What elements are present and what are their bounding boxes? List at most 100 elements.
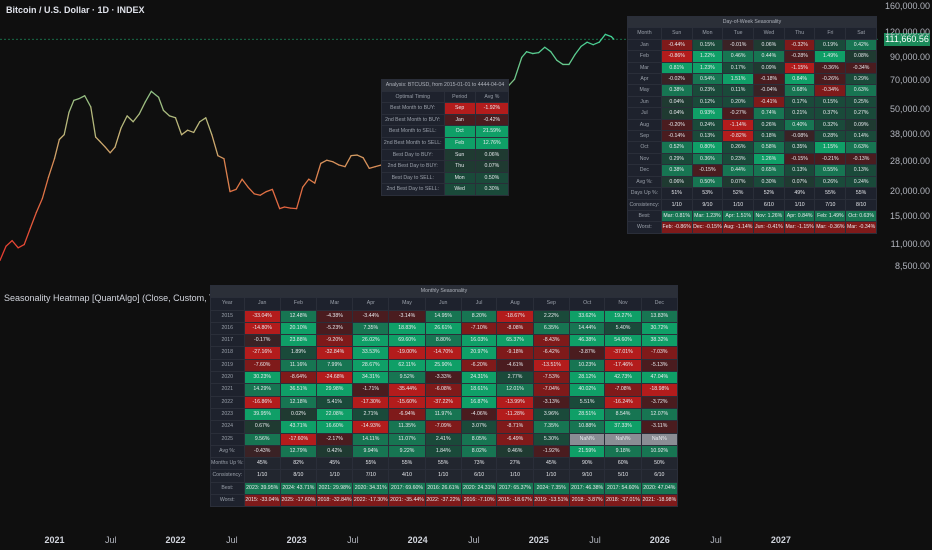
- price-line-segment: [58, 134, 65, 141]
- x-tick-label: Jul: [347, 535, 359, 545]
- table-cell: 0.17%: [722, 61, 755, 75]
- table-row: Days Up %: 51% 53% 52% 52% 49% 55% 55%: [627, 187, 877, 200]
- table-cell: Feb: [443, 136, 476, 150]
- table-cell: 34.31%: [352, 371, 390, 385]
- x-tick-label: 2027: [770, 535, 791, 545]
- table-cell: -0.01%: [722, 38, 755, 52]
- table-cell: 2022: -37.22%: [424, 494, 462, 508]
- table-row: Consistency: 1/10 8/10 1/10 7/10 4/10 1/10 6/10…: [210, 469, 679, 483]
- table-cell: 40.02%: [568, 383, 606, 397]
- price-line-segment: [144, 90, 152, 103]
- table-cell: 2019: -13.51%: [532, 494, 570, 508]
- table-row: 2018 -27.16% 1.89% -32.84% 33.53% -19.00% -14.…: [210, 346, 679, 360]
- table-cell: 30.72%: [640, 321, 679, 336]
- table-cell: 0.68%: [783, 84, 816, 97]
- table-cell: 2023: 39.95%: [243, 481, 281, 496]
- table-cell: -32.84%: [315, 346, 354, 360]
- price-line-segment: [580, 41, 588, 48]
- price-line-segment: [598, 33, 606, 43]
- price-line-segment: [604, 33, 613, 38]
- table-cell: 0.17%: [783, 95, 816, 109]
- table-cell: 45%: [315, 457, 354, 471]
- price-line-segment: [162, 109, 171, 117]
- table-cell: 0.37%: [814, 107, 847, 120]
- table-cell: -0.34%: [845, 61, 877, 75]
- table-cell: 55%: [814, 187, 847, 200]
- price-line-segment: [17, 243, 25, 249]
- x-tick-label: Jul: [468, 535, 480, 545]
- table-cell: 11.97%: [424, 407, 462, 422]
- y-tick-label: 70,000.00: [889, 74, 930, 85]
- table-cell: 0.06%: [660, 175, 693, 189]
- table-cell: 5.30%: [532, 432, 570, 446]
- price-line-segment: [538, 46, 546, 54]
- table-cell: 2015: -18.67%: [496, 494, 534, 508]
- table-cell: 0.52%: [660, 141, 693, 154]
- price-line-segment: [344, 155, 352, 168]
- table-cell: -3.87%: [568, 346, 606, 360]
- price-line-segment: [283, 206, 292, 209]
- table-cell: 0.26%: [753, 118, 785, 132]
- table-cell: 0.80%: [691, 141, 724, 154]
- table-cell: 0.07%: [783, 175, 816, 189]
- table-cell: 73%: [460, 457, 498, 471]
- table-cell: 1/10: [243, 469, 281, 483]
- table-cell: 0.02%: [279, 407, 318, 422]
- table-cell: Feb: 1.49%: [814, 209, 847, 223]
- table-cell: 0.04%: [660, 95, 693, 109]
- table-row: Dec 0.38% -0.15% 0.44% 0.65% 0.13% 0.55% 0.13%: [627, 164, 877, 177]
- table-cell: 2.22%: [532, 309, 570, 323]
- column-header: Fri: [814, 27, 847, 40]
- table-cell: 45%: [532, 457, 570, 471]
- table-cell: -7.60%: [243, 358, 281, 373]
- table-cell: Oct: [443, 125, 476, 138]
- table-cell: 16.87%: [460, 395, 498, 409]
- indicator-label[interactable]: Seasonality Heatmap [QuantAlgo] (Close, …: [4, 293, 407, 303]
- table-cell: 19.27%: [604, 309, 642, 323]
- table-cell: -4.06%: [460, 407, 498, 422]
- table-cell: 8/10: [845, 198, 877, 211]
- chart-title: Bitcoin / U.S. Dollar · 1D · INDEX: [6, 5, 145, 15]
- table-cell: 0.21%: [783, 107, 816, 120]
- monthly-seasonality-table: Monthly Seasonality Year Jan Feb Mar Apr May Ju…: [210, 284, 679, 508]
- row-label: 2015: [210, 309, 245, 323]
- table-cell: 14.44%: [568, 321, 606, 336]
- table-cell: Mar: 1.23%: [691, 209, 724, 223]
- table-cell: 16.60%: [315, 420, 354, 434]
- table-cell: 2017: 65.37%: [496, 481, 534, 496]
- table-cell: 12.07%: [640, 407, 679, 422]
- table-cell: -14.70%: [424, 346, 462, 360]
- row-label: Best Day to BUY:: [381, 148, 445, 162]
- table-row: Best Day to SELL: Mon 0.50%: [381, 171, 510, 185]
- table-cell: -3.33%: [424, 371, 462, 385]
- price-line-segment: [550, 51, 558, 61]
- price-line-segment: [157, 96, 165, 112]
- x-tick-label: 2021: [44, 535, 65, 545]
- table-cell: 0.06%: [753, 38, 785, 52]
- table-cell: Jun: -0.41%: [753, 221, 785, 234]
- table-cell: 69.60%: [388, 334, 426, 348]
- y-tick-label: 120,000.00: [884, 26, 930, 37]
- x-tick-label: 2024: [407, 535, 428, 545]
- table-cell: 0.06%: [474, 148, 510, 162]
- table-cell: 33.62%: [568, 309, 606, 323]
- table-cell: -33.04%: [243, 309, 281, 323]
- price-line-segment: [592, 41, 600, 46]
- table-cell: 2020: 24.31%: [460, 481, 498, 496]
- row-label: 2nd Best Month to SELL:: [381, 136, 445, 150]
- table-cell: 20.97%: [460, 346, 498, 360]
- table-cell: 2016: 26.61%: [424, 481, 462, 496]
- price-line-segment: [132, 113, 140, 123]
- table-cell: -1.15%: [783, 61, 816, 75]
- table-row: Jan -0.44% 0.15% -0.01% 0.06% -0.32% 0.19% 0.42…: [627, 38, 877, 52]
- row-label: Best Day to SELL:: [381, 171, 445, 185]
- price-line-segment: [320, 159, 328, 165]
- x-tick-label: Jul: [710, 535, 722, 545]
- table-title-row: Monthly Seasonality: [210, 284, 678, 299]
- price-line-segment: [68, 99, 75, 113]
- price-line-segment: [174, 117, 183, 136]
- table-cell: 12.18%: [279, 395, 318, 409]
- price-line-segment: [350, 154, 358, 157]
- table-cell: -17.30%: [352, 395, 390, 409]
- table-cell: 12.76%: [474, 136, 510, 150]
